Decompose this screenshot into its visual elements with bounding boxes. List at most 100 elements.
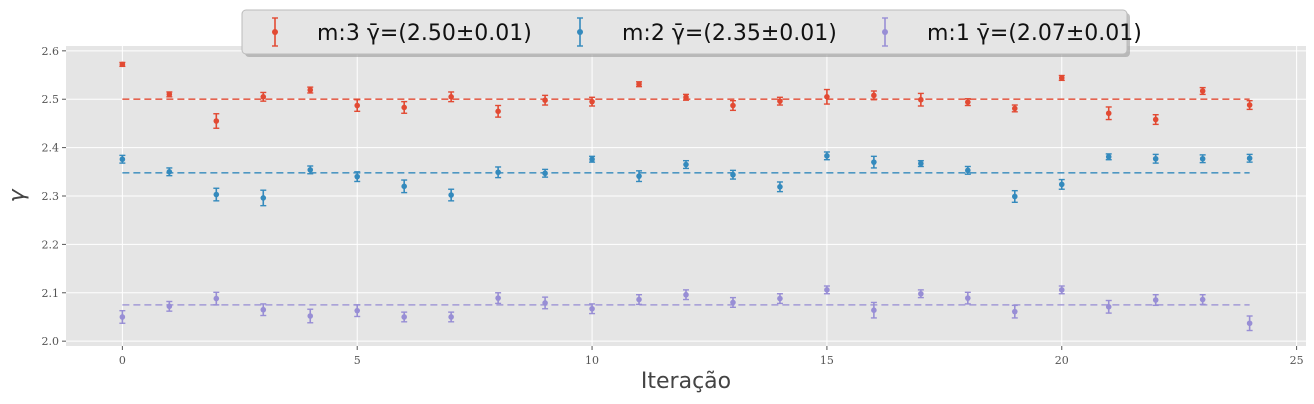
data-point	[1199, 88, 1206, 94]
data-point	[1058, 75, 1065, 81]
data-point	[636, 81, 642, 88]
data-point	[918, 290, 924, 297]
data-point	[213, 191, 220, 198]
data-point	[871, 92, 877, 99]
grid-lines	[66, 46, 1306, 346]
data-point	[918, 96, 924, 103]
data-point	[1011, 193, 1018, 200]
data-point	[1152, 297, 1159, 303]
data-point	[260, 94, 267, 100]
data-point	[1246, 102, 1253, 108]
data-point	[589, 98, 595, 105]
data-point	[448, 192, 454, 198]
data-point	[166, 169, 173, 175]
data-point	[1011, 105, 1018, 112]
data-point	[307, 167, 314, 173]
legend-box	[241, 9, 1128, 55]
y-tick-label: 2.0	[42, 335, 60, 348]
x-tick-label: 0	[119, 354, 126, 367]
data-point	[1058, 287, 1065, 293]
data-point	[1199, 155, 1206, 162]
data-point	[1105, 110, 1112, 117]
data-point	[542, 97, 548, 103]
data-point	[965, 295, 971, 301]
y-tick-label: 2.4	[42, 142, 60, 155]
data-point	[401, 104, 407, 111]
data-point	[730, 102, 736, 109]
data-point	[871, 159, 877, 165]
data-point	[636, 173, 642, 179]
data-point	[354, 102, 361, 109]
data-point	[824, 153, 830, 159]
data-point	[1152, 155, 1159, 162]
legend-marker	[272, 29, 278, 35]
legend-label: m:3 γ̄=(2.50±0.01)	[317, 21, 532, 46]
data-point	[307, 87, 314, 93]
data-point	[871, 307, 877, 313]
y-axis-label: γ	[5, 189, 30, 203]
data-point	[542, 170, 548, 177]
data-point	[166, 91, 173, 98]
data-point	[1011, 308, 1018, 315]
y-tick-label: 2.1	[42, 287, 60, 300]
data-point	[636, 296, 642, 303]
data-point	[730, 171, 736, 178]
data-point	[683, 161, 689, 168]
data-point	[730, 299, 736, 306]
x-tick-label: 15	[820, 354, 834, 367]
data-point	[824, 287, 830, 293]
data-point	[448, 314, 454, 320]
data-point	[1246, 155, 1253, 162]
data-point	[119, 61, 126, 68]
data-point	[495, 295, 501, 301]
tick-labels: 0 5 10 15 20 25 2.0 2.1 2.2 2.3 2.4 2.5 2.6	[42, 45, 1304, 367]
data-point	[589, 156, 595, 163]
data-point	[777, 98, 783, 104]
data-point	[918, 160, 924, 167]
data-point	[1105, 304, 1112, 310]
x-tick-label: 5	[354, 354, 361, 367]
data-point	[777, 295, 783, 302]
legend: m:3 γ̄=(2.50±0.01) m:2 γ̄=(2.35±0.01) m:1 …	[241, 9, 1142, 57]
y-tick-label: 2.2	[42, 238, 60, 251]
data-point	[213, 118, 220, 124]
data-point	[777, 184, 783, 190]
x-axis-label: Iteração	[641, 369, 731, 394]
y-tick-label: 2.3	[42, 190, 60, 203]
y-tick-label: 2.6	[42, 45, 60, 58]
data-point	[1199, 296, 1206, 303]
legend-label: m:2 γ̄=(2.35±0.01)	[622, 21, 837, 46]
data-point	[401, 314, 407, 320]
data-point	[119, 314, 126, 320]
legend-marker	[882, 29, 888, 35]
data-point	[401, 183, 407, 190]
data-point	[1152, 116, 1159, 123]
y-tick-label: 2.5	[42, 93, 60, 106]
data-point	[965, 167, 971, 174]
data-point	[589, 305, 595, 312]
data-point	[824, 94, 830, 100]
data-point	[213, 295, 220, 302]
data-point	[1105, 154, 1112, 160]
data-point	[542, 300, 548, 306]
data-point	[448, 94, 454, 100]
data-point	[354, 173, 361, 180]
data-point	[166, 303, 173, 310]
x-tick-label: 20	[1055, 354, 1069, 367]
data-point	[495, 108, 501, 115]
data-point	[1058, 181, 1065, 188]
legend-label: m:1 γ̄=(2.07±0.01)	[927, 21, 1142, 46]
data-point	[260, 195, 267, 201]
data-point	[495, 169, 501, 176]
data-point	[119, 156, 126, 163]
data-point	[260, 306, 267, 313]
data-point	[965, 99, 971, 105]
data-point	[683, 291, 689, 298]
data-point	[683, 94, 689, 101]
data-point	[307, 313, 314, 319]
data-point	[1246, 320, 1253, 327]
data-marks	[119, 61, 1253, 332]
data-point	[354, 307, 361, 314]
x-tick-label: 25	[1290, 354, 1304, 367]
